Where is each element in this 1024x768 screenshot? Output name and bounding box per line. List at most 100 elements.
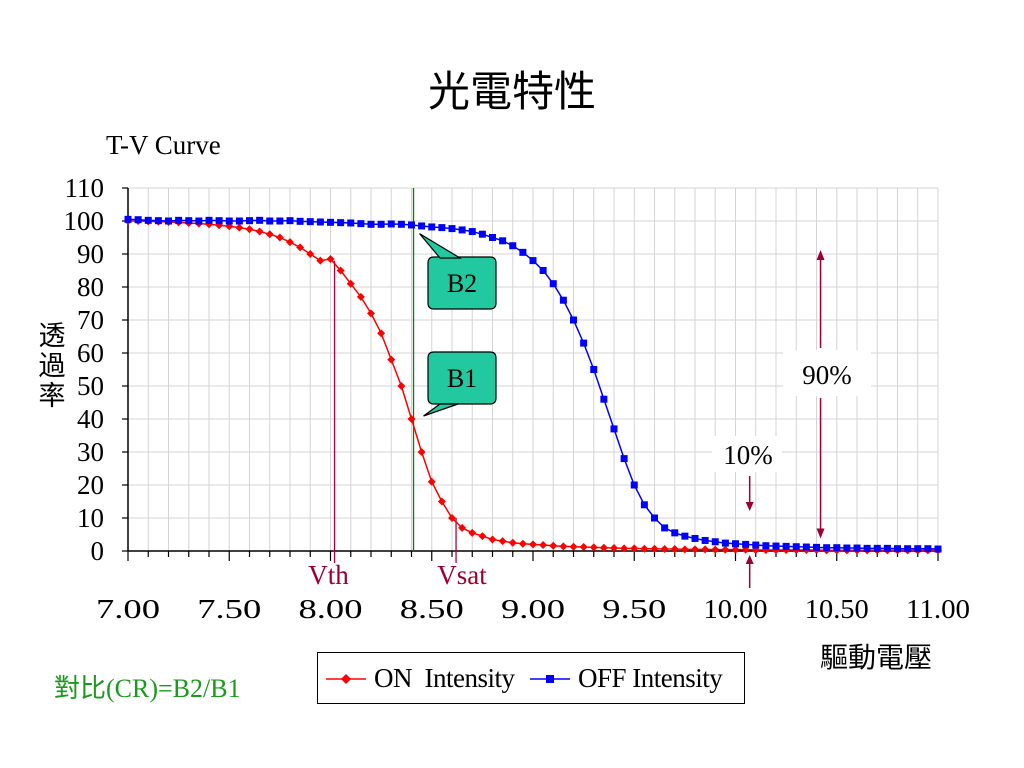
legend-label-off: OFF Intensity [578, 663, 723, 693]
label-10-bg [712, 436, 782, 472]
data-point-off [367, 220, 375, 228]
data-point-off [630, 481, 638, 489]
data-point-off [377, 220, 385, 228]
data-point-off [934, 545, 942, 553]
data-point-off [478, 230, 486, 238]
data-point-off [539, 267, 547, 274]
data-point-on [377, 329, 386, 338]
data-point-on [448, 514, 456, 522]
data-point-on [275, 233, 284, 242]
data-point-off [428, 223, 436, 231]
data-point-on [680, 545, 689, 554]
data-point-off [640, 501, 648, 509]
vsat-label: Vsat [437, 560, 487, 590]
data-point-on [529, 540, 537, 549]
y-tick-label: 50 [77, 371, 104, 401]
legend-item-off: OFF Intensity [530, 663, 723, 694]
data-point-off [134, 216, 142, 224]
data-point-off [185, 217, 193, 225]
label-10: 10% [723, 440, 773, 470]
data-point-on [427, 477, 436, 486]
data-point-off [387, 220, 395, 228]
y-tick-label: 10 [77, 503, 104, 533]
data-point-on [569, 542, 578, 551]
data-point-off [600, 395, 608, 403]
legend-on-swatch [326, 673, 366, 684]
x-tick-label: 7.00 [96, 594, 160, 624]
data-point-on [316, 256, 325, 265]
data-point-on [488, 535, 497, 544]
data-point-on [478, 532, 487, 541]
data-point-off [306, 218, 314, 226]
y-tick-label: 30 [77, 437, 104, 467]
data-point-off [235, 217, 243, 225]
data-point-on [721, 545, 730, 554]
data-point-off [468, 228, 476, 236]
y-tick-label: 110 [65, 173, 105, 203]
data-point-on [701, 545, 710, 554]
label-90-bg [783, 350, 871, 396]
data-point-off [296, 217, 304, 225]
data-point-off [904, 545, 912, 553]
data-point-on [468, 528, 477, 537]
data-point-off [924, 545, 932, 553]
data-point-off [519, 248, 527, 256]
data-point-off [772, 542, 780, 550]
data-point-on [306, 250, 315, 258]
y-tick-label: 70 [77, 305, 104, 335]
data-point-off [651, 514, 658, 522]
y-axis-label: 透過率 [32, 322, 72, 412]
data-point-off [792, 543, 800, 551]
arrow-90-head-up [816, 250, 825, 260]
x-tick-label: 7.50 [197, 594, 261, 624]
data-point-on [336, 266, 345, 275]
data-point-on [458, 523, 467, 532]
data-point-on [660, 545, 669, 554]
data-point-on [508, 538, 517, 547]
data-point-off [762, 542, 770, 550]
data-point-off [914, 545, 922, 553]
data-point-off [549, 280, 557, 288]
data-point-off [215, 217, 223, 225]
data-point-off [752, 541, 760, 549]
data-point-off [813, 543, 820, 551]
y-tick-label: 100 [64, 206, 105, 236]
data-point-off [448, 225, 456, 233]
data-point-on [589, 543, 598, 552]
x-tick-label: 11.00 [906, 594, 970, 624]
data-point-on [387, 355, 396, 364]
slide-title: 光電特性 [427, 67, 596, 116]
data-point-off [802, 543, 810, 551]
data-point-off [286, 217, 294, 225]
data-point-off [327, 218, 334, 226]
data-point-off [418, 222, 426, 230]
data-point-on [255, 227, 264, 236]
data-point-on [498, 537, 507, 546]
contrast-ratio-text: 對比(CR)=B2/B1 [54, 674, 241, 703]
y-axis-label-char-2: 率 [38, 381, 66, 412]
data-point-off [438, 224, 446, 232]
data-point-on [711, 545, 720, 554]
data-point-off [276, 217, 284, 225]
y-tick-label: 90 [77, 239, 104, 269]
data-point-off [154, 217, 162, 225]
data-point-on [346, 279, 355, 288]
x-axis-label: 驅動電壓 [820, 641, 933, 674]
data-point-off [610, 425, 618, 433]
svg-text:B1: B1 [447, 364, 477, 393]
data-point-off [225, 217, 233, 225]
data-point-off [833, 544, 841, 552]
data-point-on [650, 544, 659, 553]
data-point-off [175, 216, 183, 224]
data-point-off [883, 544, 891, 552]
data-point-off [873, 544, 881, 552]
data-point-off [580, 339, 588, 347]
data-point-off [408, 221, 415, 229]
y-tick-label: 60 [77, 338, 104, 368]
data-point-on [549, 541, 558, 550]
data-point-off [661, 524, 669, 532]
data-point-off [266, 217, 274, 225]
data-point-off [863, 544, 871, 552]
data-point-on [599, 543, 608, 552]
